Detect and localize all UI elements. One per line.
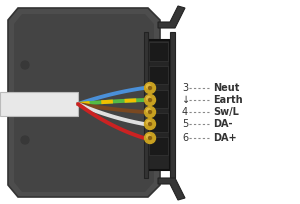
Circle shape bbox=[145, 82, 155, 93]
Text: 6: 6 bbox=[182, 133, 188, 143]
Bar bbox=[144, 32, 148, 178]
Polygon shape bbox=[158, 6, 185, 28]
Circle shape bbox=[146, 109, 151, 112]
Circle shape bbox=[148, 86, 152, 90]
Circle shape bbox=[145, 133, 155, 143]
Bar bbox=[149, 66, 168, 84]
Circle shape bbox=[146, 134, 151, 139]
Circle shape bbox=[146, 96, 151, 101]
Bar bbox=[149, 42, 168, 61]
Circle shape bbox=[146, 84, 151, 89]
Circle shape bbox=[145, 94, 155, 105]
Bar bbox=[170, 32, 175, 178]
Circle shape bbox=[148, 122, 152, 125]
Polygon shape bbox=[14, 14, 154, 192]
Circle shape bbox=[145, 106, 155, 118]
Bar bbox=[149, 90, 168, 108]
Circle shape bbox=[148, 136, 152, 140]
Bar bbox=[149, 137, 168, 155]
Text: Earth: Earth bbox=[213, 95, 243, 105]
Circle shape bbox=[148, 111, 152, 113]
Bar bbox=[149, 113, 168, 132]
Circle shape bbox=[21, 61, 29, 69]
Text: Sw/L: Sw/L bbox=[213, 107, 239, 117]
Bar bbox=[148, 40, 170, 170]
Text: DA-: DA- bbox=[213, 119, 233, 129]
Text: 3: 3 bbox=[182, 83, 188, 93]
Circle shape bbox=[148, 99, 152, 102]
Text: 4: 4 bbox=[182, 107, 188, 117]
Bar bbox=[0, 92, 78, 116]
Text: DA+: DA+ bbox=[213, 133, 237, 143]
Polygon shape bbox=[8, 8, 160, 197]
Text: 5: 5 bbox=[182, 119, 188, 129]
Polygon shape bbox=[158, 178, 185, 200]
Circle shape bbox=[21, 136, 29, 144]
Text: Neut: Neut bbox=[213, 83, 239, 93]
Circle shape bbox=[145, 119, 155, 130]
Circle shape bbox=[146, 121, 151, 124]
Text: ↓: ↓ bbox=[182, 95, 190, 105]
